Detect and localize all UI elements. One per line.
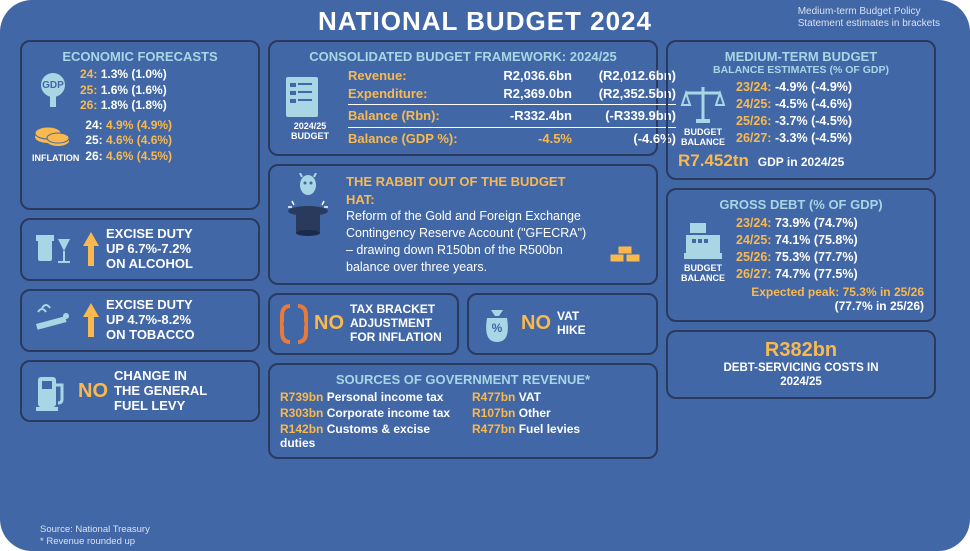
rabbit-body: Reform of the Gold and Foreign Exchange …: [346, 208, 592, 276]
no-bracket-panel: NO TAX BRACKET ADJUSTMENT FOR INFLATION: [268, 293, 459, 355]
fuel-pump-icon: [32, 369, 72, 413]
brackets-icon: [280, 302, 308, 346]
scales-icon: BUDGET BALANCE: [678, 79, 728, 147]
magic-hat-icon: [280, 173, 336, 243]
alcohol-icon: [32, 227, 76, 271]
sources-grid: R739bn Personal income tax R477bn VAT R3…: [280, 390, 646, 450]
balance-subtitle: BALANCE ESTIMATES (% OF GDP): [678, 64, 924, 76]
no-vat-text: VAT HIKE: [557, 310, 586, 338]
alcohol-panel: EXCISE DUTY UP 6.7%-7.2% ON ALCOHOL: [20, 218, 260, 281]
cigarette-icon: [32, 298, 76, 342]
fuel-panel: NO CHANGE IN THE GENERAL FUEL LEVY: [20, 360, 260, 423]
gdp-block: GDP 24: 1.3% (1.0%) 25: 1.6% (1.6%) 26: …: [32, 67, 248, 114]
framework-panel: CONSOLIDATED BUDGET FRAMEWORK: 2024/25 2…: [268, 40, 658, 156]
debt-cost-amount: R382bn: [678, 339, 924, 362]
sources-panel: SOURCES OF GOVERNMENT REVENUE* R739bn Pe…: [268, 363, 658, 459]
tree-icon: GDP: [32, 69, 74, 111]
two-no-row: NO TAX BRACKET ADJUSTMENT FOR INFLATION …: [268, 293, 658, 355]
fuel-text: CHANGE IN THE GENERAL FUEL LEVY: [114, 369, 207, 414]
gdp-amount: R7.452tn: [678, 151, 749, 170]
no-vat-panel: % NO VAT HIKE: [467, 293, 658, 355]
debt-title: GROSS DEBT (% OF GDP): [678, 197, 924, 212]
forecasts-title: ECONOMIC FORECASTS: [32, 49, 248, 64]
inflation-block: INFLATION 24: 4.9% (4.9%) 25: 4.6% (4.6%…: [32, 118, 248, 165]
forecasts-panel: ECONOMIC FORECASTS GDP 24: 1.3% (1.0%) 2…: [20, 40, 260, 210]
budget-doc-icon: 2024/25 BUDGET: [280, 73, 340, 141]
svg-text:%: %: [492, 321, 503, 335]
bt-rows: Revenue:R2,036.6bn(R2,012.6bn) Expenditu…: [348, 67, 676, 147]
balance-lines: 23/24: -4.9% (-4.9%) 24/25: -4.5% (-4.6%…: [736, 79, 852, 147]
gold-bars-icon: [602, 206, 646, 276]
gdp-lines: 24: 1.3% (1.0%) 25: 1.6% (1.6%) 26: 1.8%…: [80, 67, 167, 114]
rabbit-title: THE RABBIT OUT OF THE BUDGET HAT:: [346, 173, 592, 208]
balance-panel: MEDIUM-TERM BUDGET BALANCE ESTIMATES (% …: [666, 40, 936, 180]
column-3: MEDIUM-TERM BUDGET BALANCE ESTIMATES (% …: [666, 40, 936, 459]
cash-register-icon: BUDGET BALANCE: [678, 215, 728, 283]
debt-panel: GROSS DEBT (% OF GDP) BUDGET BALANCE 23/…: [666, 188, 936, 322]
column-2: CONSOLIDATED BUDGET FRAMEWORK: 2024/25 2…: [268, 40, 658, 459]
no-label: NO: [78, 380, 108, 403]
svg-text:GDP: GDP: [42, 80, 64, 91]
framework-title: CONSOLIDATED BUDGET FRAMEWORK: 2024/25: [280, 49, 646, 64]
coins-icon: INFLATION: [32, 119, 79, 163]
tobacco-panel: EXCISE DUTY UP 4.7%-8.2% ON TOBACCO: [20, 289, 260, 352]
money-bag-icon: %: [479, 302, 515, 346]
infographic-canvas: NATIONAL BUDGET 2024 Medium-term Budget …: [0, 0, 970, 551]
arrow-up-icon: [82, 301, 100, 339]
debt-lines: 23/24: 73.9% (74.7%) 24/25: 74.1% (75.8%…: [736, 215, 858, 283]
alcohol-text: EXCISE DUTY UP 6.7%-7.2% ON ALCOHOL: [106, 227, 193, 272]
arrow-up-icon: [82, 230, 100, 268]
inflation-lines: 24: 4.9% (4.9%) 25: 4.6% (4.6%) 26: 4.6%…: [85, 118, 172, 165]
no-label: NO: [521, 312, 551, 335]
no-label: NO: [314, 312, 344, 335]
grid: ECONOMIC FORECASTS GDP 24: 1.3% (1.0%) 2…: [20, 40, 950, 459]
sources-title: SOURCES OF GOVERNMENT REVENUE*: [280, 372, 646, 387]
top-note: Medium-term Budget Policy Statement esti…: [798, 6, 940, 30]
rabbit-panel: THE RABBIT OUT OF THE BUDGET HAT: Reform…: [268, 164, 658, 285]
budget-table: 2024/25 BUDGET Revenue:R2,036.6bn(R2,012…: [280, 67, 646, 147]
source-note: Source: National Treasury * Revenue roun…: [40, 524, 150, 547]
column-1: ECONOMIC FORECASTS GDP 24: 1.3% (1.0%) 2…: [20, 40, 260, 459]
no-bracket-text: TAX BRACKET ADJUSTMENT FOR INFLATION: [350, 303, 442, 344]
rabbit-content: THE RABBIT OUT OF THE BUDGET HAT: Reform…: [280, 173, 646, 276]
debt-cost-panel: R382bn DEBT-SERVICING COSTS IN 2024/25: [666, 330, 936, 399]
balance-title: MEDIUM-TERM BUDGET: [678, 49, 924, 64]
tobacco-text: EXCISE DUTY UP 4.7%-8.2% ON TOBACCO: [106, 298, 195, 343]
